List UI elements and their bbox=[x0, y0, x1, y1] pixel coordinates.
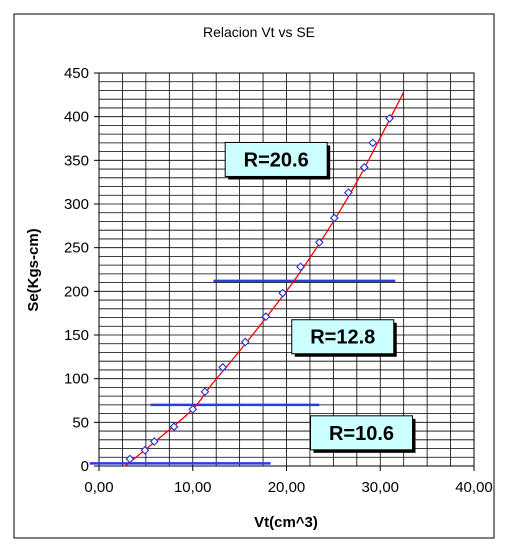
x-tick-label: 0,00 bbox=[84, 479, 113, 496]
data-point bbox=[385, 114, 395, 123]
y-tick-label: 450 bbox=[64, 65, 89, 82]
data-point bbox=[200, 387, 210, 397]
x-axis-ticks: 0,00 10,00 20,00 30,00 40,00 bbox=[84, 466, 493, 496]
data-point bbox=[240, 337, 250, 347]
y-tick-label: 250 bbox=[64, 240, 89, 257]
x-tick-label: 40,00 bbox=[455, 479, 493, 496]
chart-title: Relacion Vt vs SE bbox=[203, 24, 315, 40]
annotations: R=20.6 R=12.8 R=10.6 bbox=[224, 141, 416, 453]
fit-curve bbox=[124, 91, 405, 467]
annotation-box: R=12.8 bbox=[291, 319, 397, 357]
data-point bbox=[329, 213, 339, 223]
annotation-label: R=10.6 bbox=[329, 423, 394, 445]
annotation-background bbox=[310, 415, 413, 451]
annotation-background bbox=[224, 141, 328, 177]
y-tick-label: 400 bbox=[64, 109, 89, 126]
data-point bbox=[343, 188, 353, 198]
annotation-label: R=20.6 bbox=[244, 149, 309, 171]
data-points bbox=[125, 114, 395, 464]
data-point bbox=[368, 138, 378, 148]
data-point bbox=[359, 162, 369, 172]
y-tick-label: 350 bbox=[64, 152, 89, 169]
y-tick-label: 300 bbox=[64, 196, 89, 213]
data-point bbox=[188, 404, 198, 414]
annotation-box: R=20.6 bbox=[224, 141, 331, 180]
fit-curve-group bbox=[124, 91, 405, 467]
x-tick-label: 10,00 bbox=[174, 479, 212, 496]
data-point bbox=[140, 445, 150, 455]
data-point bbox=[278, 288, 288, 298]
y-tick-label: 0 bbox=[81, 458, 89, 475]
threshold-lines bbox=[89, 279, 396, 465]
y-tick-label: 150 bbox=[64, 327, 89, 344]
x-axis-label: Vt(cm^3) bbox=[254, 514, 318, 531]
y-axis-label: Se(Kgs-cm) bbox=[25, 228, 42, 311]
y-tick-label: 100 bbox=[64, 371, 89, 388]
y-axis-ticks: 0 50 100 150 200 250 300 350 400 450 bbox=[64, 65, 99, 475]
y-tick-label: 200 bbox=[64, 283, 89, 300]
data-point bbox=[125, 454, 135, 464]
x-tick-label: 20,00 bbox=[268, 479, 306, 496]
annotation-label: R=12.8 bbox=[310, 327, 375, 349]
data-point bbox=[314, 238, 324, 247]
data-point bbox=[296, 262, 305, 272]
data-point bbox=[218, 362, 228, 372]
annotation-box: R=10.6 bbox=[310, 415, 416, 453]
y-tick-label: 50 bbox=[72, 414, 89, 431]
data-point bbox=[149, 437, 159, 446]
x-tick-label: 30,00 bbox=[361, 479, 399, 496]
data-point bbox=[261, 312, 271, 322]
data-point bbox=[169, 422, 179, 432]
annotation-background bbox=[291, 319, 395, 355]
